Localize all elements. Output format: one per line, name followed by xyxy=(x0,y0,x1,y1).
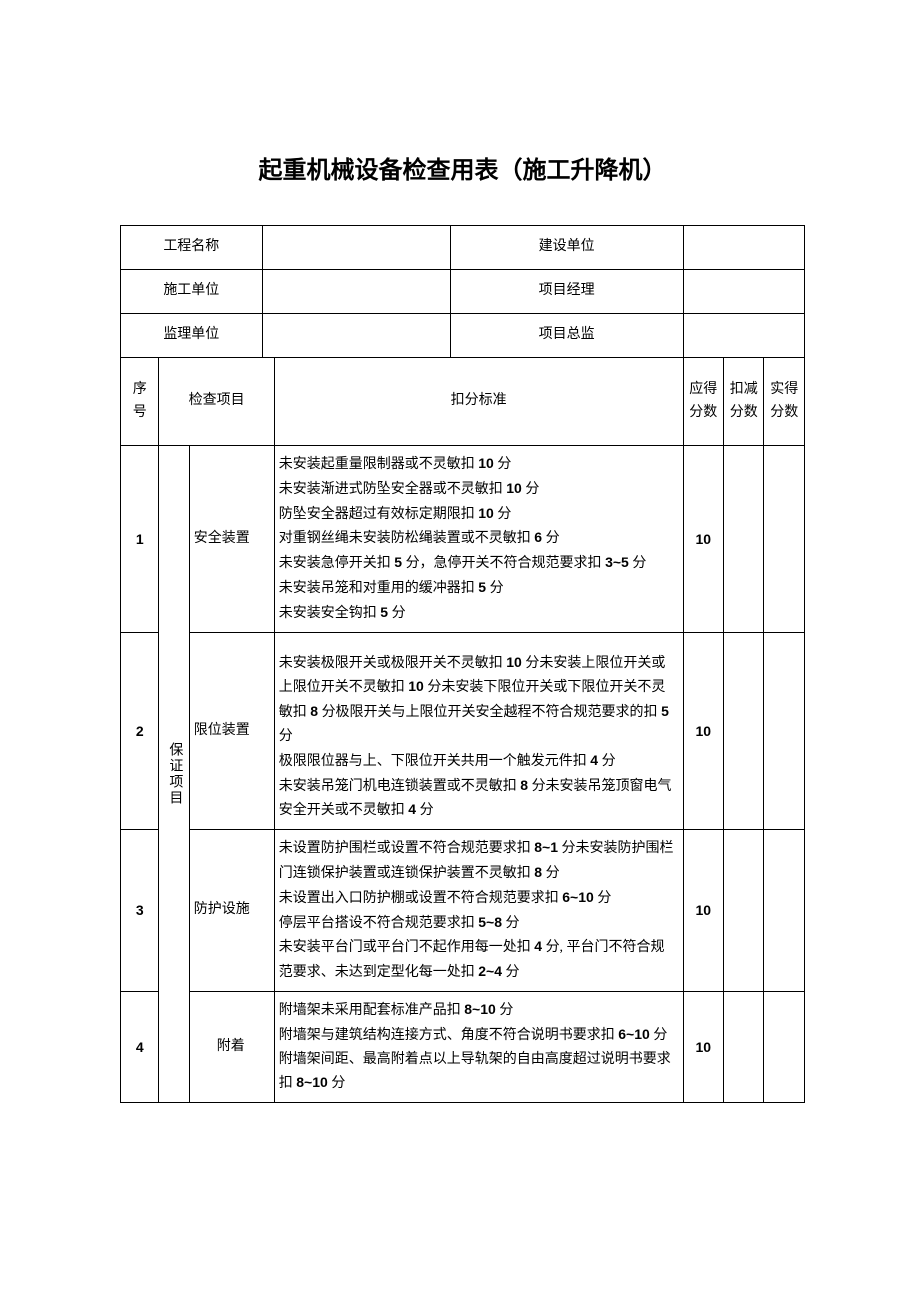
table-row: 3 防护设施 未设置防护围栏或设置不符合规范要求扣 8~1 分未安装防护围栏门连… xyxy=(121,830,805,992)
table-row: 4 附着 附墙架未采用配套标准产品扣 8~10 分附墙架与建筑结构连接方式、角度… xyxy=(121,991,805,1102)
col-deduct-score: 扣减分数 xyxy=(723,358,763,446)
group-label: 保证项目 xyxy=(159,446,189,1103)
row-deduct-score xyxy=(723,632,763,830)
table-row: 1 保证项目 安全装置 未安装起重量限制器或不灵敏扣 10 分未安装渐进式防坠安… xyxy=(121,446,805,633)
row-full-score: 10 xyxy=(683,446,723,633)
row-item: 附着 xyxy=(189,991,274,1102)
row-full-score: 10 xyxy=(683,830,723,992)
row-deduct-score xyxy=(723,446,763,633)
value-construction-unit xyxy=(683,226,804,270)
row-seq: 3 xyxy=(121,830,159,992)
label-project-name: 工程名称 xyxy=(121,226,263,270)
col-check-item: 检查项目 xyxy=(159,358,274,446)
row-criteria: 附墙架未采用配套标准产品扣 8~10 分附墙架与建筑结构连接方式、角度不符合说明… xyxy=(274,991,683,1102)
row-criteria: 未安装起重量限制器或不灵敏扣 10 分未安装渐进式防坠安全器或不灵敏扣 10 分… xyxy=(274,446,683,633)
label-builder-unit: 施工单位 xyxy=(121,270,263,314)
label-project-manager: 项目经理 xyxy=(450,270,683,314)
label-supervision-unit: 监理单位 xyxy=(121,314,263,358)
row-item: 安全装置 xyxy=(189,446,274,633)
label-project-director: 项目总监 xyxy=(450,314,683,358)
row-criteria: 未设置防护围栏或设置不符合规范要求扣 8~1 分未安装防护围栏门连锁保护装置或连… xyxy=(274,830,683,992)
row-actual-score xyxy=(764,632,805,830)
value-project-name xyxy=(262,226,450,270)
col-full-score: 应得分数 xyxy=(683,358,723,446)
col-criteria: 扣分标准 xyxy=(274,358,683,446)
row-deduct-score xyxy=(723,830,763,992)
header-row-2: 施工单位 项目经理 xyxy=(121,270,805,314)
row-actual-score xyxy=(764,446,805,633)
col-actual-score: 实得分数 xyxy=(764,358,805,446)
table-row: 2 限位装置 未安装极限开关或极限开关不灵敏扣 10 分未安装上限位开关或上限位… xyxy=(121,632,805,830)
value-project-director xyxy=(683,314,804,358)
column-header-row: 序号 检查项目 扣分标准 应得分数 扣减分数 实得分数 xyxy=(121,358,805,446)
row-actual-score xyxy=(764,991,805,1102)
value-builder-unit xyxy=(262,270,450,314)
col-seq: 序号 xyxy=(121,358,159,446)
row-seq: 1 xyxy=(121,446,159,633)
row-full-score: 10 xyxy=(683,991,723,1102)
row-item: 限位装置 xyxy=(189,632,274,830)
row-seq: 2 xyxy=(121,632,159,830)
header-row-1: 工程名称 建设单位 xyxy=(121,226,805,270)
row-seq: 4 xyxy=(121,991,159,1102)
header-row-3: 监理单位 项目总监 xyxy=(121,314,805,358)
value-project-manager xyxy=(683,270,804,314)
row-item: 防护设施 xyxy=(189,830,274,992)
label-construction-unit: 建设单位 xyxy=(450,226,683,270)
row-criteria: 未安装极限开关或极限开关不灵敏扣 10 分未安装上限位开关或上限位开关不灵敏扣 … xyxy=(274,632,683,830)
row-full-score: 10 xyxy=(683,632,723,830)
row-actual-score xyxy=(764,830,805,992)
document-title: 起重机械设备检查用表（施工升降机） xyxy=(120,150,805,185)
row-deduct-score xyxy=(723,991,763,1102)
inspection-table: 工程名称 建设单位 施工单位 项目经理 监理单位 项目总监 序号 检查项目 扣分… xyxy=(120,225,805,1103)
value-supervision-unit xyxy=(262,314,450,358)
